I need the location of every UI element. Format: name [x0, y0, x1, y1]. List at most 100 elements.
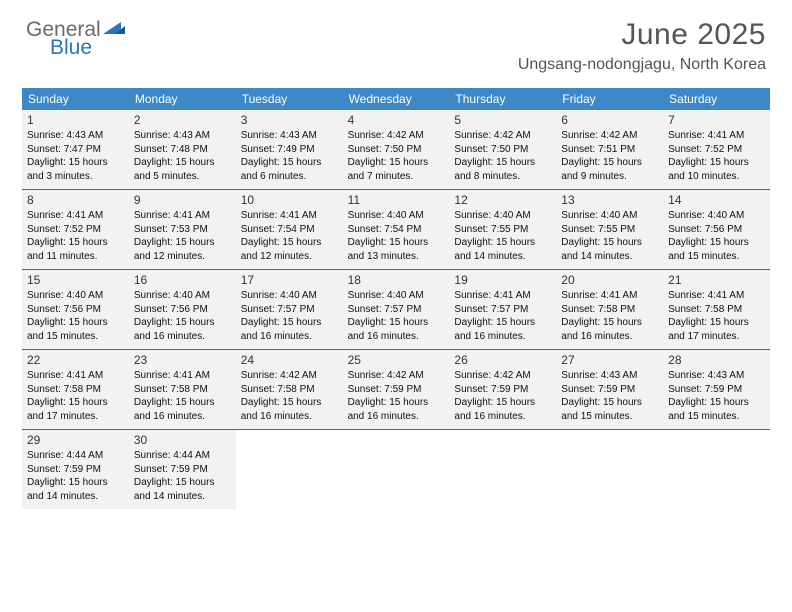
day-info: Sunrise: 4:43 AMSunset: 7:59 PMDaylight:… [668, 369, 765, 423]
calendar: Sunday Monday Tuesday Wednesday Thursday… [22, 88, 770, 509]
day-number: 2 [134, 113, 231, 127]
dayname-friday: Friday [556, 88, 663, 110]
calendar-week: 22 Sunrise: 4:41 AMSunset: 7:58 PMDayligh… [22, 350, 770, 430]
day-info: Sunrise: 4:40 AMSunset: 7:57 PMDaylight:… [348, 289, 445, 343]
dayname-row: Sunday Monday Tuesday Wednesday Thursday… [22, 88, 770, 110]
calendar-cell: 11 Sunrise: 4:40 AMSunset: 7:54 PMDayligh… [343, 190, 450, 269]
day-number: 28 [668, 353, 765, 367]
calendar-cell: 10 Sunrise: 4:41 AMSunset: 7:54 PMDayligh… [236, 190, 343, 269]
day-info: Sunrise: 4:42 AMSunset: 7:51 PMDaylight:… [561, 129, 658, 183]
day-info: Sunrise: 4:41 AMSunset: 7:58 PMDaylight:… [27, 369, 124, 423]
day-info: Sunrise: 4:41 AMSunset: 7:52 PMDaylight:… [668, 129, 765, 183]
day-info: Sunrise: 4:44 AMSunset: 7:59 PMDaylight:… [134, 449, 231, 503]
calendar-cell: 19 Sunrise: 4:41 AMSunset: 7:57 PMDayligh… [449, 270, 556, 349]
day-info: Sunrise: 4:42 AMSunset: 7:59 PMDaylight:… [348, 369, 445, 423]
calendar-cell: 24 Sunrise: 4:42 AMSunset: 7:58 PMDayligh… [236, 350, 343, 429]
logo: General Blue [26, 18, 125, 66]
calendar-cell-blank [663, 430, 770, 509]
day-number: 26 [454, 353, 551, 367]
day-number: 15 [27, 273, 124, 287]
day-info: Sunrise: 4:42 AMSunset: 7:50 PMDaylight:… [348, 129, 445, 183]
day-number: 6 [561, 113, 658, 127]
day-info: Sunrise: 4:42 AMSunset: 7:50 PMDaylight:… [454, 129, 551, 183]
calendar-cell: 25Sunrise: 4:42 AMSunset: 7:59 PMDayligh… [343, 350, 450, 429]
logo-word-blue: Blue [50, 36, 92, 59]
day-number: 19 [454, 273, 551, 287]
calendar-cell: 13Sunrise: 4:40 AMSunset: 7:55 PMDayligh… [556, 190, 663, 269]
calendar-cell: 4 Sunrise: 4:42 AMSunset: 7:50 PMDaylight… [343, 110, 450, 189]
day-info: Sunrise: 4:40 AMSunset: 7:57 PMDaylight:… [241, 289, 338, 343]
day-number: 9 [134, 193, 231, 207]
dayname-wednesday: Wednesday [343, 88, 450, 110]
day-number: 4 [348, 113, 445, 127]
day-number: 20 [561, 273, 658, 287]
day-number: 7 [668, 113, 765, 127]
day-info: Sunrise: 4:42 AMSunset: 7:58 PMDaylight:… [241, 369, 338, 423]
day-number: 24 [241, 353, 338, 367]
calendar-cell: 26 Sunrise: 4:42 AMSunset: 7:59 PMDayligh… [449, 350, 556, 429]
dayname-sunday: Sunday [22, 88, 129, 110]
day-number: 21 [668, 273, 765, 287]
day-info: Sunrise: 4:40 AMSunset: 7:56 PMDaylight:… [668, 209, 765, 263]
calendar-cell: 12Sunrise: 4:40 AMSunset: 7:55 PMDayligh… [449, 190, 556, 269]
day-number: 3 [241, 113, 338, 127]
calendar-cell: 9 Sunrise: 4:41 AMSunset: 7:53 PMDaylight… [129, 190, 236, 269]
month-title: June 2025 [518, 18, 766, 52]
day-info: Sunrise: 4:41 AMSunset: 7:54 PMDaylight:… [241, 209, 338, 263]
calendar-cell: 8Sunrise: 4:41 AMSunset: 7:52 PMDaylight… [22, 190, 129, 269]
location-text: Ungsang-nodongjagu, North Korea [518, 56, 766, 74]
calendar-cell: 15 Sunrise: 4:40 AMSunset: 7:56 PMDayligh… [22, 270, 129, 349]
calendar-cell: 17 Sunrise: 4:40 AMSunset: 7:57 PMDayligh… [236, 270, 343, 349]
calendar-cell: 7 Sunrise: 4:41 AMSunset: 7:52 PMDaylight… [663, 110, 770, 189]
calendar-cell: 30 Sunrise: 4:44 AMSunset: 7:59 PMDayligh… [129, 430, 236, 509]
day-info: Sunrise: 4:40 AMSunset: 7:56 PMDaylight:… [27, 289, 124, 343]
day-info: Sunrise: 4:43 AMSunset: 7:48 PMDaylight:… [134, 129, 231, 183]
calendar-week: 8Sunrise: 4:41 AMSunset: 7:52 PMDaylight… [22, 190, 770, 270]
logo-text: General Blue [26, 18, 125, 66]
day-number: 18 [348, 273, 445, 287]
dayname-saturday: Saturday [663, 88, 770, 110]
day-number: 30 [134, 433, 231, 447]
day-info: Sunrise: 4:41 AMSunset: 7:58 PMDaylight:… [668, 289, 765, 343]
day-number: 5 [454, 113, 551, 127]
calendar-cell: 20Sunrise: 4:41 AMSunset: 7:58 PMDayligh… [556, 270, 663, 349]
day-info: Sunrise: 4:40 AMSunset: 7:55 PMDaylight:… [454, 209, 551, 263]
calendar-cell: 2 Sunrise: 4:43 AMSunset: 7:48 PMDaylight… [129, 110, 236, 189]
day-info: Sunrise: 4:40 AMSunset: 7:54 PMDaylight:… [348, 209, 445, 263]
dayname-thursday: Thursday [449, 88, 556, 110]
dayname-monday: Monday [129, 88, 236, 110]
day-info: Sunrise: 4:42 AMSunset: 7:59 PMDaylight:… [454, 369, 551, 423]
day-info: Sunrise: 4:40 AMSunset: 7:55 PMDaylight:… [561, 209, 658, 263]
day-number: 16 [134, 273, 231, 287]
day-number: 11 [348, 193, 445, 207]
day-number: 22 [27, 353, 124, 367]
calendar-cell: 16Sunrise: 4:40 AMSunset: 7:56 PMDayligh… [129, 270, 236, 349]
calendar-cell: 3 Sunrise: 4:43 AMSunset: 7:49 PMDaylight… [236, 110, 343, 189]
calendar-cell: 28 Sunrise: 4:43 AMSunset: 7:59 PMDayligh… [663, 350, 770, 429]
calendar-cell-blank [343, 430, 450, 509]
calendar-cell: 5 Sunrise: 4:42 AMSunset: 7:50 PMDaylight… [449, 110, 556, 189]
title-block: June 2025 Ungsang-nodongjagu, North Kore… [518, 18, 766, 74]
calendar-cell-blank [236, 430, 343, 509]
day-info: Sunrise: 4:41 AMSunset: 7:58 PMDaylight:… [134, 369, 231, 423]
calendar-cell: 23 Sunrise: 4:41 AMSunset: 7:58 PMDayligh… [129, 350, 236, 429]
calendar-cell: 29Sunrise: 4:44 AMSunset: 7:59 PMDayligh… [22, 430, 129, 509]
header: General Blue June 2025 Ungsang-nodongjag… [0, 0, 792, 74]
day-info: Sunrise: 4:41 AMSunset: 7:57 PMDaylight:… [454, 289, 551, 343]
day-number: 23 [134, 353, 231, 367]
calendar-cell-blank [556, 430, 663, 509]
day-info: Sunrise: 4:41 AMSunset: 7:53 PMDaylight:… [134, 209, 231, 263]
day-info: Sunrise: 4:43 AMSunset: 7:47 PMDaylight:… [27, 129, 124, 183]
day-number: 17 [241, 273, 338, 287]
calendar-cell: 22 Sunrise: 4:41 AMSunset: 7:58 PMDayligh… [22, 350, 129, 429]
day-number: 10 [241, 193, 338, 207]
calendar-body: 1 Sunrise: 4:43 AMSunset: 7:47 PMDaylight… [22, 110, 770, 509]
logo-triangle-icon [103, 20, 125, 36]
day-number: 29 [27, 433, 124, 447]
day-info: Sunrise: 4:43 AMSunset: 7:49 PMDaylight:… [241, 129, 338, 183]
day-number: 1 [27, 113, 124, 127]
calendar-cell: 18 Sunrise: 4:40 AMSunset: 7:57 PMDayligh… [343, 270, 450, 349]
day-info: Sunrise: 4:43 AMSunset: 7:59 PMDaylight:… [561, 369, 658, 423]
calendar-cell: 21 Sunrise: 4:41 AMSunset: 7:58 PMDayligh… [663, 270, 770, 349]
calendar-week: 1 Sunrise: 4:43 AMSunset: 7:47 PMDaylight… [22, 110, 770, 190]
